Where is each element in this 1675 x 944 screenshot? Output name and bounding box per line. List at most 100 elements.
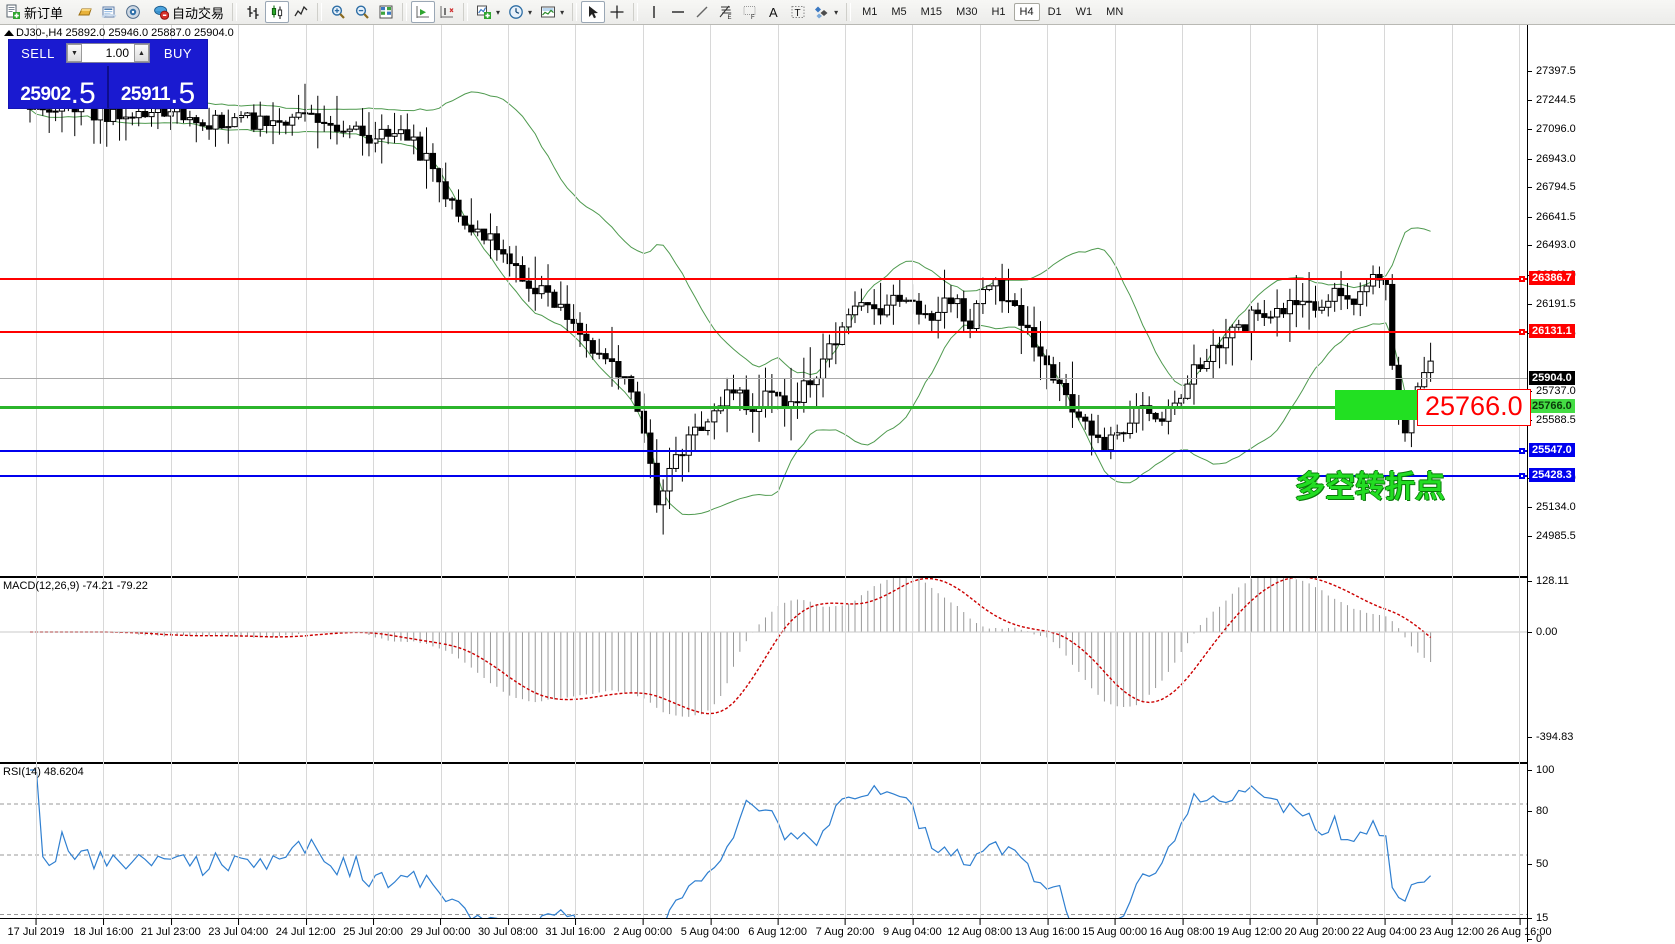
one-click-trading-panel[interactable]: SELL ▼ 1.00 ▲ BUY 25902.5 25911.5 (8, 39, 208, 109)
text-label-button[interactable]: T (786, 1, 810, 23)
price-scale[interactable]: 27397.5 27244.5 27096.0 26943.0 26794.5 26641… (1527, 25, 1675, 944)
svg-text:F: F (751, 15, 755, 20)
resistance-line-26131[interactable] (0, 331, 1527, 333)
auto-trading-button[interactable]: 自动交易 (149, 1, 228, 23)
shapes-caret-icon[interactable]: ▾ (834, 7, 839, 17)
market-watch-button[interactable] (97, 1, 121, 23)
time-gridline (1182, 764, 1184, 918)
price-tick: 26943.0 (1528, 153, 1576, 165)
macd-chart-svg (0, 578, 1527, 717)
periods-caret-icon[interactable]: ▾ (528, 7, 533, 17)
price-tick: 24985.5 (1528, 530, 1576, 542)
time-gridline (238, 578, 240, 764)
new-order-button[interactable]: 新订单 (0, 1, 67, 23)
timeframe-h1[interactable]: H1 (991, 6, 1006, 18)
timeframe-h4[interactable]: H4 (1013, 3, 1040, 21)
timeframe-m1[interactable]: M1 (862, 6, 878, 18)
time-scale[interactable]: 17 Jul 2019 18 Jul 16:00 21 Jul 23:00 23 Ju… (0, 918, 1552, 944)
price-callout-label[interactable]: 25766.0 (1417, 389, 1531, 426)
chart-area[interactable]: DJ30-,H4 25892.0 25946.0 25887.0 25904.0… (0, 25, 1675, 944)
sell-price[interactable]: 25902.5 (9, 66, 107, 108)
navigator-button[interactable] (121, 1, 145, 23)
crosshair-button[interactable] (605, 1, 629, 23)
volume-increase-icon[interactable]: ▲ (134, 44, 149, 62)
timeframe-m5[interactable]: M5 (891, 6, 907, 18)
volume-value: 1.00 (105, 46, 129, 60)
auto-trading-label: 自动交易 (172, 5, 225, 21)
candlestick-chart-button[interactable] (265, 1, 290, 23)
tile-windows-button[interactable] (374, 1, 398, 23)
price-tag-support-line[interactable]: 25547.0 (1529, 443, 1575, 457)
vertical-line-icon (646, 4, 662, 20)
trendline-button[interactable] (690, 1, 714, 23)
timeframe-mn[interactable]: MN (1106, 6, 1124, 18)
volume-dropdown-icon[interactable]: ▼ (67, 44, 82, 62)
time-gridline (373, 25, 375, 578)
price-tag-resistance-line[interactable]: 26386.7 (1529, 271, 1575, 285)
zoom-in-button[interactable] (326, 1, 350, 23)
tile-windows-icon (378, 4, 394, 20)
resistance-line-26386[interactable] (0, 278, 1527, 280)
equidistant-channel-button[interactable]: F (738, 1, 762, 23)
time-tick: 22 Aug 04:00 (1351, 918, 1417, 938)
zoom-out-icon (354, 4, 370, 20)
price-tag-resistance-line[interactable]: 26131.1 (1529, 324, 1575, 338)
support-line-25547[interactable] (0, 450, 1527, 452)
periods-button[interactable]: ▾ (504, 1, 536, 23)
resistance-line-26386-anchor[interactable] (1519, 276, 1525, 282)
gold-bar-button[interactable] (73, 1, 97, 23)
timeframe-d1[interactable]: D1 (1047, 6, 1062, 18)
time-gridline (170, 25, 172, 578)
time-tick: 17 Jul 2019 (7, 918, 65, 938)
sell-price-frac: .5 (70, 76, 96, 110)
time-gridline (777, 764, 779, 918)
time-gridline (777, 25, 779, 578)
buy-price[interactable]: 25911.5 (109, 66, 207, 108)
macd-pane[interactable]: MACD(12,26,9) -74.21 -79.22 (0, 578, 1527, 764)
time-gridline (103, 764, 105, 918)
price-tag-support-line[interactable]: 25428.3 (1529, 468, 1575, 482)
price-tag-pivot-line[interactable]: 25766.0 (1529, 399, 1575, 413)
fibonacci-icon: E (718, 4, 734, 20)
trade-panel-quotes: 25902.5 25911.5 (9, 66, 207, 108)
auto-scroll-button[interactable] (435, 1, 459, 23)
text-button[interactable]: A (762, 1, 786, 23)
support-line-25428[interactable] (0, 475, 1527, 477)
shapes-button[interactable]: ▾ (810, 1, 842, 23)
time-tick: 23 Jul 04:00 (208, 918, 269, 938)
volume-input[interactable]: ▼ 1.00 ▲ (66, 43, 150, 63)
fibonacci-button[interactable]: E (714, 1, 738, 23)
pivot-line-25766[interactable] (0, 406, 1527, 409)
line-chart-button[interactable] (289, 1, 313, 23)
zoom-out-button[interactable] (350, 1, 374, 23)
shapes-icon (814, 4, 830, 20)
collapse-arrow-icon[interactable] (4, 30, 14, 36)
rsi-label: RSI(14) 48.6204 (3, 766, 84, 778)
price-pane[interactable] (0, 25, 1527, 578)
buy-button[interactable]: BUY (163, 45, 193, 61)
timeframe-m30[interactable]: M30 (956, 6, 978, 18)
timeframe-m15[interactable]: M15 (920, 6, 943, 18)
horizontal-line-button[interactable] (666, 1, 690, 23)
time-gridline (575, 25, 577, 578)
time-gridline (1047, 764, 1049, 918)
vertical-line-button[interactable] (642, 1, 666, 23)
sell-button[interactable]: SELL (21, 45, 55, 61)
templates-button[interactable]: ▾ (536, 1, 568, 23)
gold-bar-icon (77, 4, 93, 20)
indicators-button[interactable]: ▾ (472, 1, 504, 23)
bar-chart-icon (245, 4, 261, 20)
chinese-annotation-text[interactable]: 多空转折点 (1295, 470, 1445, 505)
support-line-25428-anchor[interactable] (1519, 473, 1525, 479)
indicators-caret-icon[interactable]: ▾ (496, 7, 501, 17)
timeframe-w1[interactable]: W1 (1075, 6, 1093, 18)
rsi-pane[interactable]: RSI(14) 48.6204 (0, 764, 1527, 942)
templates-caret-icon[interactable]: ▾ (560, 7, 565, 17)
time-gridline (1519, 25, 1521, 578)
resistance-line-26131-anchor[interactable] (1519, 329, 1525, 335)
price-tag-current-price[interactable]: 25904.0 (1529, 371, 1575, 385)
shift-end-button[interactable] (411, 1, 436, 23)
support-line-25547-anchor[interactable] (1519, 448, 1525, 454)
cursor-button[interactable] (581, 1, 606, 23)
bar-chart-button[interactable] (241, 1, 265, 23)
